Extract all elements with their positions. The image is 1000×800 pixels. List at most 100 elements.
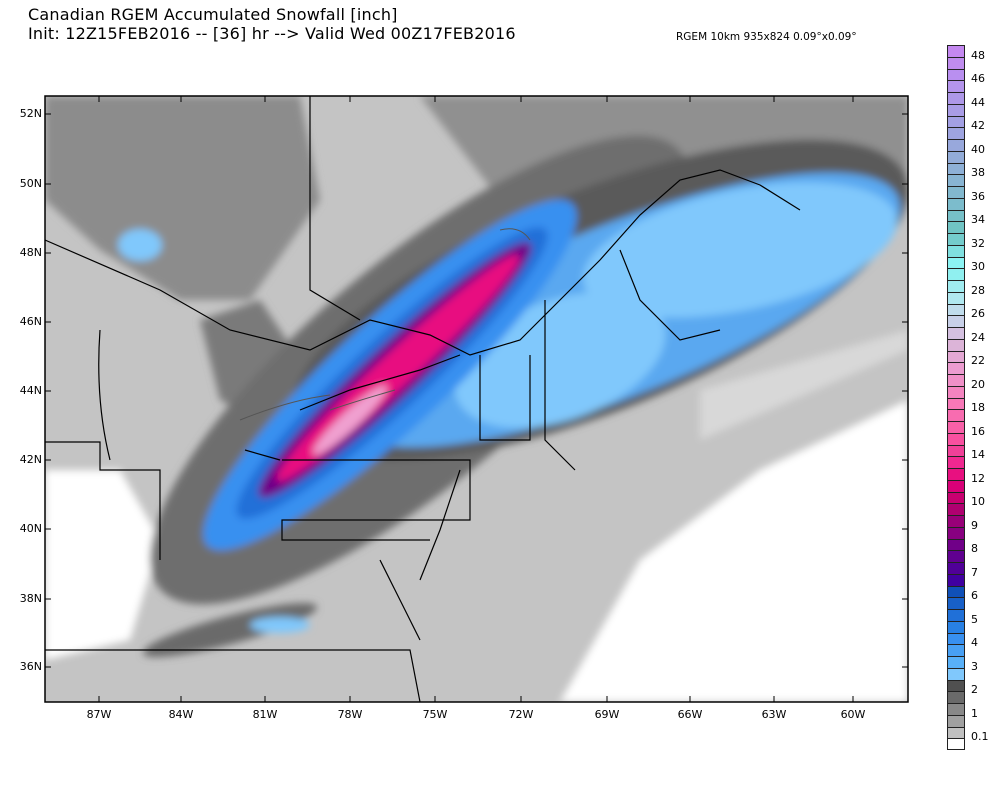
colorbar-swatch	[947, 679, 965, 692]
colorbar-swatch	[947, 432, 965, 445]
lon-label: 75W	[422, 708, 448, 721]
lat-label: 48N	[19, 246, 42, 259]
colorbar-swatch	[947, 115, 965, 128]
gray-area-north	[45, 96, 320, 300]
lat-label: 42N	[19, 453, 42, 466]
colorbar-label: 48	[971, 48, 985, 62]
colorbar-swatch	[947, 691, 965, 703]
colorbar-swatch	[947, 103, 965, 116]
colorbar-label: 9	[971, 518, 978, 532]
lon-label: 72W	[508, 708, 534, 721]
colorbar-swatch	[947, 186, 965, 198]
colorbar-swatch	[947, 726, 965, 739]
colorbar-swatch	[947, 538, 965, 551]
colorbar-swatch	[947, 468, 965, 480]
colorbar-swatch	[947, 667, 965, 680]
colorbar-swatch	[947, 421, 965, 433]
lon-label: 66W	[677, 708, 703, 721]
colorbar-swatch	[947, 609, 965, 621]
colorbar-swatch	[947, 80, 965, 92]
colorbar-label: 1	[971, 706, 978, 720]
lon-label: 60W	[840, 708, 866, 721]
lake-outlines	[239, 228, 531, 421]
colorbar-swatch	[947, 562, 965, 574]
lat-label: 50N	[19, 177, 42, 190]
colorbar-label: 7	[971, 565, 978, 579]
colorbar-swatch	[947, 174, 965, 186]
colorbar	[947, 45, 965, 750]
colorbar-swatch	[947, 327, 965, 339]
colorbar-swatch	[947, 409, 965, 421]
colorbar-swatch	[947, 197, 965, 210]
colorbar-swatch	[947, 632, 965, 645]
colorbar-swatch	[947, 209, 965, 222]
colorbar-swatch	[947, 315, 965, 327]
colorbar-swatch	[947, 374, 965, 386]
colorbar-label: 46	[971, 72, 985, 86]
colorbar-swatch	[947, 703, 965, 715]
colorbar-swatch	[947, 503, 965, 515]
colorbar-label: 14	[971, 448, 985, 462]
colorbar-label: 22	[971, 354, 985, 368]
lon-label: 87W	[86, 708, 112, 721]
colorbar-swatch	[947, 656, 965, 668]
colorbar-swatch	[947, 714, 965, 727]
colorbar-swatch	[947, 268, 965, 280]
colorbar-label: 42	[971, 119, 985, 133]
colorbar-swatch	[947, 456, 965, 468]
colorbar-label: 40	[971, 142, 985, 156]
lon-label: 78W	[337, 708, 363, 721]
lat-label: 36N	[19, 660, 42, 673]
colorbar-label: 5	[971, 612, 978, 626]
colorbar-label: 3	[971, 659, 978, 673]
no-snow-area-atlantic	[560, 400, 908, 702]
colorbar-label: 18	[971, 401, 985, 415]
colorbar-label: 28	[971, 283, 985, 297]
colorbar-swatch	[947, 397, 965, 410]
colorbar-swatch	[947, 738, 965, 750]
colorbar-swatch	[947, 550, 965, 562]
lat-label: 40N	[19, 522, 42, 535]
colorbar-swatch	[947, 256, 965, 269]
colorbar-swatch	[947, 45, 965, 57]
colorbar-label: 8	[971, 542, 978, 556]
colorbar-label: 34	[971, 213, 985, 227]
colorbar-swatch	[947, 68, 965, 81]
colorbar-label: 12	[971, 471, 985, 485]
no-snow-area-west	[45, 470, 160, 660]
lat-label: 46N	[19, 315, 42, 328]
colorbar-label: 20	[971, 377, 985, 391]
lat-label: 38N	[19, 592, 42, 605]
colorbar-label: 16	[971, 424, 985, 438]
colorbar-swatch	[947, 515, 965, 527]
colorbar-swatch	[947, 385, 965, 398]
map-frame	[44, 95, 909, 703]
lon-label: 63W	[761, 708, 787, 721]
colorbar-label: 44	[971, 95, 985, 109]
colorbar-label: 26	[971, 307, 985, 321]
colorbar-swatch	[947, 150, 965, 163]
colorbar-swatch	[947, 573, 965, 586]
colorbar-swatch	[947, 303, 965, 316]
colorbar-swatch	[947, 56, 965, 69]
lon-label: 81W	[252, 708, 278, 721]
colorbar-swatch	[947, 491, 965, 504]
colorbar-label: 30	[971, 260, 985, 274]
colorbar-swatch	[947, 585, 965, 598]
political-borders	[45, 96, 801, 702]
lat-label: 44N	[19, 384, 42, 397]
lon-label: 84W	[168, 708, 194, 721]
colorbar-swatch	[947, 291, 965, 304]
tick-marks	[45, 96, 908, 702]
colorbar-label: 32	[971, 236, 985, 250]
lat-label: 52N	[19, 107, 42, 120]
colorbar-swatch	[947, 162, 965, 175]
colorbar-swatch	[947, 597, 965, 609]
colorbar-label: 38	[971, 166, 985, 180]
colorbar-label: 0.1	[971, 730, 989, 744]
colorbar-swatch	[947, 620, 965, 633]
colorbar-label: 4	[971, 636, 978, 650]
colorbar-label: 24	[971, 330, 985, 344]
colorbar-swatch	[947, 139, 965, 151]
